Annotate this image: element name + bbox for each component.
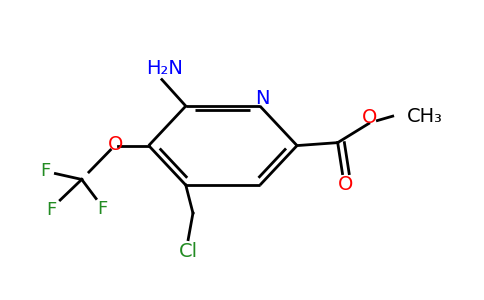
Text: F: F: [41, 162, 51, 180]
Text: CH₃: CH₃: [407, 106, 443, 126]
Text: Cl: Cl: [179, 242, 198, 261]
Text: O: O: [107, 135, 123, 154]
Text: O: O: [362, 108, 378, 127]
Text: O: O: [338, 175, 353, 194]
Text: N: N: [255, 89, 270, 108]
Text: F: F: [46, 201, 57, 219]
Text: F: F: [97, 200, 107, 218]
Text: H₂N: H₂N: [146, 59, 182, 78]
